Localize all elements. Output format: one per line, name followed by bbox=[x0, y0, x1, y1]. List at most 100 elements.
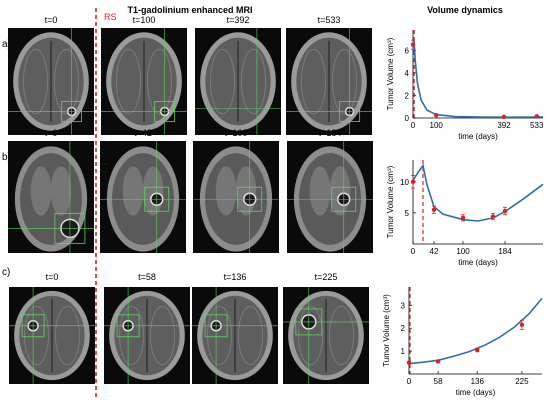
mri-scans: t=0 t=100 t=392 t=533 t=0 t=42 t=100 t=184 t=0 t=… bbox=[8, 15, 373, 384]
scan-time-label: t=42 bbox=[134, 128, 152, 138]
brain-sulci bbox=[54, 305, 81, 366]
x-tick-label: 0 bbox=[411, 121, 416, 130]
brain-sulci bbox=[115, 48, 142, 115]
mri-scan: t=0 bbox=[8, 128, 94, 253]
dynamics-title: Volume dynamics bbox=[427, 5, 503, 15]
data-point bbox=[490, 214, 496, 219]
mri-scan: t=225 bbox=[283, 272, 369, 384]
volume-chart-c: 0 58 136 225 1 2 3 time (days) Tumor Volume (cm³… bbox=[382, 287, 543, 397]
mri-scan: t=533 bbox=[286, 15, 372, 135]
mri-scan: t=0 bbox=[8, 15, 94, 135]
data-point bbox=[475, 347, 480, 353]
brain-hemisphere bbox=[215, 166, 237, 216]
model-curve bbox=[412, 39, 544, 119]
brain-sulci bbox=[240, 48, 267, 115]
x-tick-label: 533 bbox=[530, 121, 544, 130]
brain-sulci bbox=[300, 48, 327, 115]
x-tick-label: 184 bbox=[498, 247, 512, 256]
mri-title: T1-gadolinium enhanced MRI bbox=[127, 5, 252, 15]
brain-hemisphere bbox=[122, 166, 144, 216]
y-tick-label: 1 bbox=[401, 347, 406, 356]
y-tick-label: 4 bbox=[405, 69, 410, 78]
mri-scan: t=184 bbox=[287, 128, 373, 253]
data-point bbox=[502, 208, 508, 214]
brain-hemisphere bbox=[142, 166, 164, 216]
mri-scan: t=392 bbox=[195, 15, 281, 135]
y-axis-label: Tumor Volume (cm³) bbox=[386, 37, 395, 110]
brain-hemisphere bbox=[329, 166, 351, 216]
brain-sulci bbox=[146, 48, 173, 115]
brain-hemisphere bbox=[309, 166, 331, 216]
row-label-c: c) bbox=[2, 267, 10, 278]
y-axis-label: Tumor Volume (cm³) bbox=[386, 165, 395, 238]
scan-time-label: t=392 bbox=[227, 15, 250, 25]
y-axis-label: Tumor Volume (cm³) bbox=[382, 294, 391, 367]
brain-sulci bbox=[22, 48, 49, 115]
y-tick-label: 3 bbox=[401, 301, 406, 310]
row-label-a: a) bbox=[2, 39, 11, 50]
scan-time-label: t=533 bbox=[318, 15, 341, 25]
brain-sulci bbox=[118, 305, 145, 366]
model-curve bbox=[408, 297, 543, 365]
data-point bbox=[410, 42, 416, 47]
scan-time-label: t=0 bbox=[46, 272, 59, 282]
x-axis-label: time (days) bbox=[458, 132, 498, 141]
data-point bbox=[410, 179, 416, 184]
brain-sulci bbox=[149, 305, 176, 366]
brain-sulci bbox=[53, 48, 80, 115]
model-curve bbox=[412, 163, 544, 222]
data-point bbox=[406, 360, 412, 365]
y-tick-label: 10 bbox=[400, 178, 409, 187]
scan-time-label: t=100 bbox=[133, 15, 156, 25]
volume-chart-a: 0 100 392 533 0 2 4 6 time (days) Tumor Volume (c… bbox=[386, 30, 544, 141]
brain-hemisphere bbox=[50, 166, 72, 216]
x-tick-label: 100 bbox=[430, 121, 444, 130]
brain-sulci bbox=[23, 305, 50, 366]
data-point bbox=[435, 359, 441, 364]
volume-chart-b: 0 42 100 184 5 10 time (days) Tumor Volume (cm³… bbox=[386, 160, 544, 267]
scan-time-label: t=136 bbox=[224, 272, 247, 282]
x-tick-label: 225 bbox=[515, 377, 529, 386]
y-tick-label: 2 bbox=[401, 324, 406, 333]
x-tick-label: 136 bbox=[471, 377, 485, 386]
data-point bbox=[434, 112, 439, 118]
mri-scan: t=100 bbox=[101, 15, 187, 135]
y-tick-label: 2 bbox=[405, 91, 410, 100]
scan-time-label: t=184 bbox=[319, 128, 342, 138]
y-tick-label: 5 bbox=[405, 209, 410, 218]
x-tick-label: 0 bbox=[407, 377, 412, 386]
x-tick-label: 42 bbox=[430, 247, 439, 256]
y-tick-label: 0 bbox=[405, 114, 410, 123]
scan-time-label: t=0 bbox=[45, 128, 58, 138]
x-tick-label: 58 bbox=[434, 377, 443, 386]
brain-sulci bbox=[328, 305, 355, 366]
mri-scan: t=100 bbox=[193, 128, 279, 253]
x-tick-label: 0 bbox=[411, 247, 416, 256]
brain-sulci bbox=[237, 305, 264, 366]
data-point bbox=[534, 114, 539, 119]
scan-time-label: t=58 bbox=[138, 272, 156, 282]
row-label-b: b) bbox=[2, 152, 11, 163]
x-axis-label: time (days) bbox=[456, 388, 496, 397]
mri-scan: t=136 bbox=[192, 272, 278, 384]
scan-time-label: t=225 bbox=[315, 272, 338, 282]
scan-time-label: t=100 bbox=[225, 128, 248, 138]
brain-sulci bbox=[331, 48, 358, 115]
brain-sulci bbox=[297, 305, 324, 366]
data-point bbox=[460, 215, 466, 221]
brain-sulci bbox=[209, 48, 236, 115]
data-point bbox=[519, 322, 525, 327]
rs-label: RS bbox=[104, 12, 117, 22]
brain-hemisphere bbox=[30, 166, 52, 216]
x-axis-label: time (days) bbox=[458, 258, 498, 267]
data-point bbox=[431, 207, 437, 212]
mri-scan: t=0 bbox=[9, 272, 95, 384]
mri-scan: t=58 bbox=[104, 272, 190, 384]
mri-scan: t=42 bbox=[100, 128, 186, 253]
scan-time-label: t=0 bbox=[45, 15, 58, 25]
brain-hemisphere bbox=[235, 166, 257, 216]
x-tick-label: 100 bbox=[456, 247, 470, 256]
brain-sulci bbox=[206, 305, 233, 366]
y-tick-label: 6 bbox=[405, 46, 410, 55]
